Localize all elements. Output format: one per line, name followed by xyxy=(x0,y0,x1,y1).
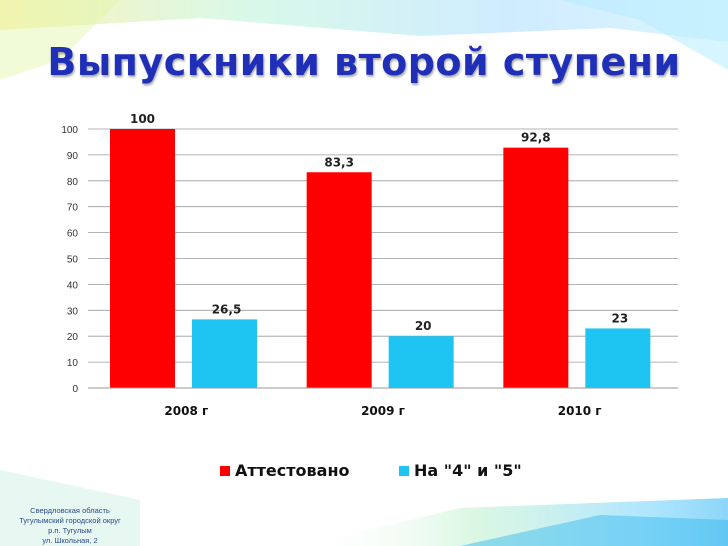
y-tick-label: 80 xyxy=(67,177,79,188)
y-tick-label: 100 xyxy=(61,125,78,136)
legend-label: Аттестовано xyxy=(235,461,350,480)
y-tick-label: 10 xyxy=(67,358,79,369)
y-tick-label: 90 xyxy=(67,151,79,162)
data-label: 20 xyxy=(415,319,432,333)
y-tick-label: 70 xyxy=(67,203,79,214)
y-tick-label: 0 xyxy=(72,384,78,395)
bar xyxy=(388,336,454,388)
data-label: 83,3 xyxy=(324,155,354,169)
data-label: 23 xyxy=(611,311,628,325)
footer-address: Свердловская область Тугулымский городск… xyxy=(4,506,136,546)
footer-line: Свердловская область xyxy=(30,506,110,515)
bar xyxy=(192,319,257,388)
bar xyxy=(503,147,569,388)
legend-swatch xyxy=(220,466,230,476)
y-tick-label: 20 xyxy=(67,332,79,343)
x-category-label: 2010 г xyxy=(558,404,602,418)
data-label: 100 xyxy=(130,112,155,126)
legend-label: На "4" и "5" xyxy=(414,461,522,480)
data-label: 92,8 xyxy=(521,131,551,145)
data-label: 26,5 xyxy=(212,302,242,316)
y-tick-label: 60 xyxy=(67,229,79,240)
bar xyxy=(110,129,175,388)
footer-line: Тугулымский городской округ xyxy=(19,516,121,525)
y-tick-label: 30 xyxy=(67,306,79,317)
y-tick-label: 40 xyxy=(67,280,79,291)
y-tick-label: 50 xyxy=(67,255,79,266)
bar xyxy=(585,328,651,388)
x-category-label: 2009 г xyxy=(361,404,405,418)
legend-swatch xyxy=(399,466,409,476)
bar xyxy=(306,172,372,388)
slide-title: Выпускники второй ступени xyxy=(47,40,681,84)
x-category-label: 2008 г xyxy=(164,404,208,418)
footer-line: ул. Школьная, 2 xyxy=(42,536,98,545)
footer-line: р.п. Тугулым xyxy=(48,526,92,535)
